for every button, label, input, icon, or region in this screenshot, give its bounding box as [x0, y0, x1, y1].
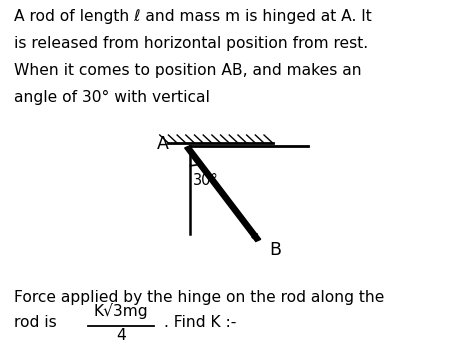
Text: is released from horizontal position from rest.: is released from horizontal position fro…	[14, 36, 368, 51]
Text: Force applied by the hinge on the rod along the: Force applied by the hinge on the rod al…	[14, 290, 384, 305]
Text: . Find K :-: . Find K :-	[164, 315, 236, 330]
Text: angle of 30° with vertical: angle of 30° with vertical	[14, 90, 210, 105]
Text: A: A	[156, 135, 168, 153]
Polygon shape	[185, 146, 261, 242]
Text: K√3mg: K√3mg	[93, 303, 148, 319]
Text: 30°: 30°	[193, 173, 219, 188]
Text: B: B	[269, 241, 281, 259]
Text: rod is: rod is	[14, 315, 57, 330]
Text: A rod of length ℓ and mass m is hinged at A. It: A rod of length ℓ and mass m is hinged a…	[14, 9, 372, 24]
Text: 4: 4	[116, 328, 126, 343]
Text: When it comes to position AB, and makes an: When it comes to position AB, and makes …	[14, 63, 362, 78]
